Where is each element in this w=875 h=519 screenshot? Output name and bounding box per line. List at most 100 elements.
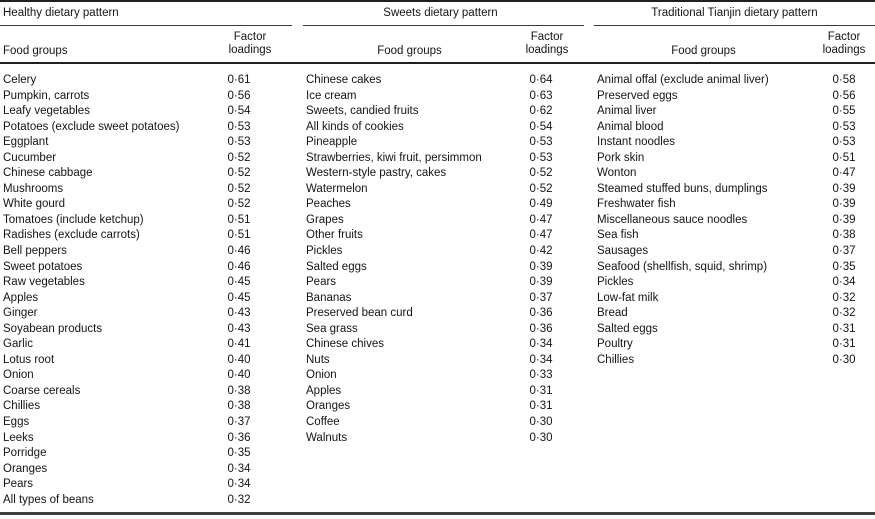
factor-loading-cell: 0·53 [832,136,856,149]
factor-loading-cell: 0·51 [227,229,251,242]
food-group-cell: Sweets, candied fruits [306,105,419,118]
factor-loading-cell: 0·34 [227,462,251,475]
table-row: Potatoes (exclude sweet potatoes) 0·53 [0,120,281,136]
table-row: Pickles 0·34 [594,275,875,291]
table-row: Pears 0·39 [303,275,578,291]
sweets-pattern-rows: Chinese cakes 0·64 Ice cream 0·63 Sweets, ca… [303,73,584,512]
factor-loading-cell: 0·32 [832,291,856,304]
factor-loading-cell: 0·49 [529,198,553,211]
factor-loading-cell: 0·53 [227,136,251,149]
table-row: Apples 0·31 [303,384,578,400]
factor-loading-cell: 0·43 [227,307,251,320]
food-group-cell: Sea grass [306,322,358,335]
factor-loading-cell: 0·30 [529,416,553,429]
food-group-cell: Animal offal (exclude animal liver) [597,74,769,86]
food-group-cell: Eggs [3,416,30,429]
group-title-healthy: Healthy dietary pattern [0,2,292,26]
table-row: Chillies 0·30 [594,353,875,369]
table-bottom-rule [0,512,875,515]
food-group-cell: Animal blood [597,120,664,133]
group-title-sweets: Sweets dietary pattern [303,2,584,26]
factor-loading-cell: 0·58 [832,74,856,86]
food-group-cell: Pork skin [597,151,645,164]
food-group-cell: Strawberries, kiwi fruit, persimmon [306,151,482,164]
food-group-cell: Low-fat milk [597,291,659,304]
table-row: Pickles 0·42 [303,244,578,260]
food-group-cell: Apples [3,291,39,304]
food-group-cell: Other fruits [306,229,363,242]
food-group-cell: Poultry [597,338,633,351]
column-headers-healthy: Food groups Factor loadings [0,26,292,62]
food-group-cell: Onion [306,369,337,382]
food-group-cell: Bananas [306,291,352,304]
food-group-cell: Celery [3,74,37,86]
food-group-cell: Wonton [597,167,637,180]
table-row: Animal blood 0·53 [594,120,875,136]
table-row: Raw vegetables 0·45 [0,275,281,291]
factor-loading-cell: 0·39 [832,213,856,226]
table-row: Sea fish 0·38 [594,228,875,244]
food-group-cell: Preserved bean curd [306,307,413,320]
table-row: Salted eggs 0·39 [303,260,578,276]
factor-loading-cell: 0·41 [227,338,251,351]
table-row: Western-style pastry, cakes 0·52 [303,166,578,182]
table-row: Instant noodles 0·53 [594,135,875,151]
table-row: White gourd 0·52 [0,197,281,213]
food-group-cell: Eggplant [3,136,49,149]
food-group-cell: Coarse cereals [3,384,81,397]
factor-loading-cell: 0·31 [529,384,553,397]
factor-loading-cell: 0·39 [832,182,856,195]
food-group-cell: Chillies [597,353,635,366]
food-group-cell: Potatoes (exclude sweet potatoes) [3,120,180,133]
factor-loading-cell: 0·53 [832,120,856,133]
factor-loading-cell: 0·34 [529,353,553,366]
factor-loading-cell: 0·33 [529,369,553,382]
food-group-cell: Onion [3,369,34,382]
table-row: Apples 0·45 [0,291,281,307]
table-row: Lotus root 0·40 [0,353,281,369]
food-group-cell: Animal liver [597,105,657,118]
table-row: Steamed stuffed buns, dumplings 0·39 [594,182,875,198]
table-row: Ginger 0·43 [0,306,281,322]
table-row: Animal liver 0·55 [594,104,875,120]
factor-loading-cell: 0·54 [227,105,251,118]
food-group-cell: Pickles [306,245,343,258]
factor-loading-cell: 0·45 [227,276,251,289]
factor-loading-cell: 0·45 [227,291,251,304]
factor-loading-cell: 0·40 [227,353,251,366]
table-row: Pumpkin, carrots 0·56 [0,89,281,105]
factor-loading-cell: 0·46 [227,260,251,273]
table-body: Celery 0·61 Pumpkin, carrots 0·56 Leafy vege… [0,64,875,512]
food-group-cell: Garlic [3,338,34,351]
factor-loading-cell: 0·38 [227,400,251,413]
food-group-cell: Chillies [3,400,41,413]
food-group-cell: Cucumber [3,151,57,164]
food-group-cell: Sweet potatoes [3,260,83,273]
factor-loading-cell: 0·38 [227,384,251,397]
table-row: Bananas 0·37 [303,291,578,307]
factor-loadings-header: Factor loadings [822,31,866,56]
factor-loading-cell: 0·30 [529,431,553,444]
food-group-cell: Salted eggs [597,322,658,335]
table-row: Eggs 0·37 [0,415,281,431]
table-row: Preserved bean curd 0·36 [303,306,578,322]
food-group-cell: Mushrooms [3,182,64,195]
table-row: Low-fat milk 0·32 [594,291,875,307]
factor-loadings-header: Factor loadings [525,31,569,56]
factor-loading-cell: 0·32 [832,307,856,320]
factor-loading-cell: 0·52 [529,182,553,195]
food-group-cell: Leafy vegetables [3,105,90,118]
food-groups-header: Food groups [377,45,442,57]
table-row: Freshwater fish 0·39 [594,197,875,213]
factor-loading-cell: 0·56 [227,89,251,102]
factor-loading-cell: 0·36 [529,307,553,320]
table-row: Pork skin 0·51 [594,151,875,167]
column-headers-row: Food groups Factor loadings Food groups … [0,26,875,62]
factor-loading-cell: 0·64 [529,74,553,86]
factor-loading-cell: 0·52 [227,151,251,164]
factor-loading-cell: 0·39 [529,260,553,273]
food-group-cell: White gourd [3,198,66,211]
table-row: Celery 0·61 [0,73,281,89]
factor-loading-cell: 0·35 [227,447,251,460]
